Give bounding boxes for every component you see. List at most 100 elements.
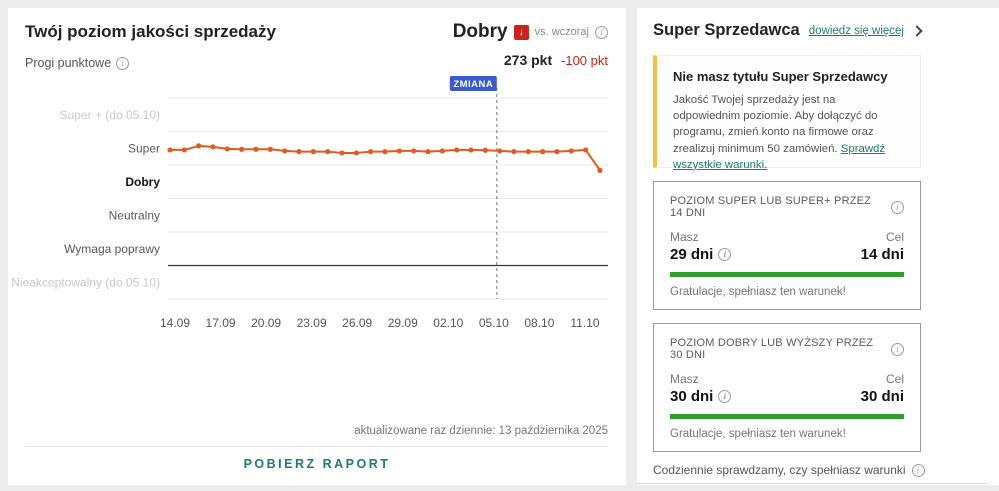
data-point: [224, 146, 230, 152]
have-label: Masz: [670, 372, 699, 386]
data-point: [554, 149, 560, 155]
download-report-button[interactable]: POBIERZ RAPORT: [8, 457, 626, 471]
have-value: 30 dni: [670, 388, 714, 405]
data-point: [411, 148, 417, 154]
thresholds-label-row: Progi punktowe i: [25, 56, 130, 70]
footer-divider: [25, 446, 608, 447]
x-axis-label: 08.10: [524, 316, 554, 330]
condition-card: POZIOM SUPER LUB SUPER+ PRZEZ 14 DNI i M…: [653, 181, 921, 310]
learn-more-link[interactable]: dowiedz się więcej: [808, 25, 904, 37]
goal-column: Cel 14 dni: [861, 230, 904, 263]
thresholds-label: Progi punktowe: [25, 56, 112, 70]
have-label: Masz: [670, 230, 699, 244]
super-seller-panel: Super Sprzedawca dowiedz się więcej Nie …: [637, 8, 999, 485]
data-point: [468, 147, 474, 153]
x-axis-label: 23.09: [297, 316, 327, 330]
condition-title: POZIOM DOBRY LUB WYŻSZY PRZEZ 30 DNI: [670, 337, 874, 361]
have-value-row: 29 dni i: [670, 246, 732, 263]
daily-check-info-icon[interactable]: i: [911, 463, 925, 477]
have-column: Masz 30 dni i: [670, 372, 732, 405]
change-badge-label: ZMIANA: [453, 79, 493, 90]
notice-title: Nie masz tytułu Super Sprzedawcy: [673, 69, 888, 84]
data-point: [282, 148, 288, 154]
condition-title-row: POZIOM SUPER LUB SUPER+ PRZEZ 14 DNI i: [670, 195, 904, 219]
y-axis-label: Dobry: [125, 175, 160, 189]
goal-value: 30 dni: [860, 388, 904, 405]
x-axis-label: 26.09: [342, 316, 372, 330]
condition-note: Gratulacje, spełniasz ten warunek!: [670, 286, 846, 298]
daily-check-row: Codziennie sprawdzamy, czy spełniasz war…: [653, 463, 925, 477]
data-point: [239, 146, 245, 152]
goal-value: 14 dni: [860, 246, 904, 263]
y-axis-label: Super: [128, 141, 160, 155]
more-link-row: dowiedz się więcej: [808, 25, 923, 37]
progress-bar: [670, 414, 904, 419]
y-axis-label: Wymaga poprawy: [64, 242, 160, 256]
goal-label: Cel: [885, 230, 904, 244]
check-conditions-link[interactable]: Sprawdź wszystkie warunki.: [673, 142, 886, 171]
x-axis-label: 11.10: [570, 316, 599, 330]
condition-title-row: POZIOM DOBRY LUB WYŻSZY PRZEZ 30 DNI i: [670, 337, 904, 361]
condition-info-icon[interactable]: i: [891, 342, 904, 356]
status-level-label: Dobry: [452, 21, 508, 42]
daily-check-label: Codziennie sprawdzamy, czy spełniasz war…: [653, 463, 906, 477]
data-point: [425, 149, 431, 155]
change-badge: [449, 76, 497, 91]
data-point: [454, 147, 460, 153]
have-value-row: 30 dni i: [670, 388, 732, 405]
have-column: Masz 29 dni i: [670, 230, 732, 263]
data-point: [497, 148, 503, 154]
have-info-icon[interactable]: i: [718, 248, 732, 261]
progress-bar-fill: [670, 272, 904, 277]
have-goal-row: Masz 29 dni i Cel 14 dni: [670, 230, 904, 263]
condition-info-icon[interactable]: i: [891, 200, 904, 214]
goal-label: Cel: [885, 372, 904, 386]
goal-column: Cel 30 dni: [861, 372, 904, 405]
chevron-right-icon[interactable]: [911, 25, 923, 37]
data-point: [310, 149, 316, 155]
have-info-icon[interactable]: i: [718, 390, 732, 403]
data-point: [325, 149, 331, 155]
condition-note: Gratulacje, spełniasz ten warunek!: [670, 428, 846, 440]
x-axis-label: 20.09: [251, 316, 281, 330]
have-goal-row: Masz 30 dni i Cel 30 dni: [670, 372, 904, 405]
data-point: [382, 149, 388, 155]
x-axis-label: 14.09: [160, 316, 190, 330]
data-point: [568, 148, 574, 154]
y-axis-label: Nieakceptowalny (do 05.10): [11, 275, 160, 289]
x-axis-label: 29.09: [388, 316, 418, 330]
data-point: [396, 148, 402, 154]
points-value: 273 pkt: [503, 52, 553, 68]
data-point: [368, 149, 374, 155]
data-point: [583, 147, 589, 153]
points-delta: -100 pkt: [561, 53, 608, 68]
condition-title: POZIOM SUPER LUB SUPER+ PRZEZ 14 DNI: [670, 195, 872, 219]
status-info-icon[interactable]: i: [595, 25, 608, 39]
data-point: [181, 147, 187, 153]
x-axis-label: 02.10: [433, 316, 463, 330]
level-down-icon: ↓: [513, 24, 529, 40]
data-point: [253, 146, 259, 152]
data-point: [540, 149, 546, 155]
status-compare-label: vs. wczoraj: [534, 26, 589, 38]
notice-body: Jakość Twojej sprzedaży jest na odpowied…: [673, 94, 886, 171]
x-axis-label: 17.09: [206, 316, 236, 330]
data-point: [296, 149, 302, 155]
thresholds-info-icon[interactable]: i: [116, 56, 130, 70]
sales-quality-panel: Twój poziom jakości sprzedaży Dobry ↓ vs…: [8, 8, 626, 485]
data-point: [267, 146, 273, 152]
status-row: Dobry ↓ vs. wczoraj i: [453, 21, 608, 43]
data-point: [353, 150, 359, 156]
data-point: [167, 147, 173, 153]
super-seller-title: Super Sprzedawca: [653, 21, 800, 39]
progress-bar: [670, 272, 904, 277]
condition-card: POZIOM DOBRY LUB WYŻSZY PRZEZ 30 DNI i M…: [653, 323, 921, 452]
data-point: [525, 149, 531, 155]
y-axis-label: Super + (do 05.10): [60, 108, 160, 122]
no-title-notice: Nie masz tytułu Super Sprzedawcy Jakość …: [653, 55, 921, 171]
panel-title: Twój poziom jakości sprzedaży: [25, 22, 276, 41]
x-axis-label: 05.10: [479, 316, 509, 330]
data-point: [482, 147, 488, 153]
bottom-divider: [637, 483, 988, 484]
data-point: [210, 144, 216, 150]
